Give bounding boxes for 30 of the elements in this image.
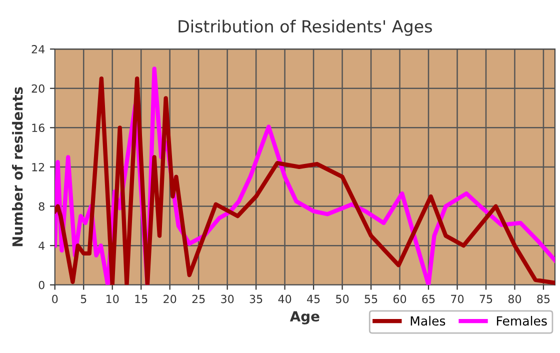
x-tick-label: 65 [422,294,435,304]
x-tick-label: 30 [221,294,234,304]
x-tick-label: 20 [164,294,176,304]
y-tick-label: 4 [38,242,45,250]
x-tick-label: 80 [508,294,522,304]
x-tick-label: 10 [106,294,119,304]
legend-label: Females [496,316,547,326]
y-axis-title: Number of residents [12,87,23,246]
y-tick-label: 24 [32,45,45,54]
x-tick-label: 45 [307,294,320,304]
y-tick-label: 12 [32,162,44,172]
x-tick-label: 40 [278,294,292,304]
y-tick-label: 0 [38,280,44,290]
y-tick-label: 8 [38,202,44,211]
y-tick-label: 20 [32,84,44,93]
x-tick-label: 75 [480,294,492,304]
x-tick-label: 25 [192,294,205,304]
x-tick-label: 15 [135,294,148,304]
x-tick-label: 5 [80,294,86,304]
x-tick-label: 85 [537,294,550,304]
x-tick-label: 70 [451,294,464,304]
legend-label: Males [410,316,446,326]
x-tick-label: 55 [364,294,378,304]
chart-title: Distribution of Residents' Ages [178,20,432,36]
y-tick-label: 16 [32,124,44,132]
x-tick-label: 35 [250,294,262,304]
x-axis-title: Age [290,311,320,324]
x-tick-label: 50 [336,294,349,304]
x-tick-label: 0 [52,294,58,304]
x-tick-label: 60 [393,294,406,304]
